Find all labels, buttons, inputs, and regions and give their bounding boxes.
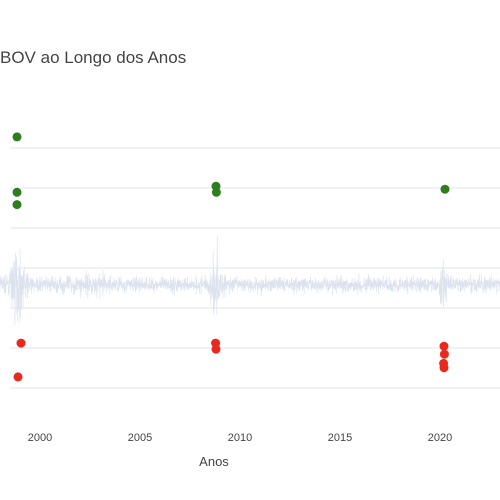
returns-line <box>0 235 500 326</box>
chart-title: BOV ao Longo dos Anos <box>0 48 187 67</box>
negative-outlier-point <box>13 372 23 382</box>
x-tick-label: 2000 <box>28 432 52 444</box>
positive-outlier-point <box>211 187 221 197</box>
x-tick-label: 2015 <box>328 432 352 444</box>
x-axis: 2000 2005 2010 2015 2020 <box>28 432 452 444</box>
negative-outlier-point <box>439 349 449 359</box>
x-tick-label: 2010 <box>228 432 252 444</box>
x-tick-label: 2020 <box>428 432 452 444</box>
negative-outlier-point <box>211 344 221 354</box>
x-tick-label: 2005 <box>128 432 152 444</box>
positive-outlier-point <box>440 184 450 194</box>
positive-outlier-point <box>12 200 22 210</box>
x-axis-label: Anos <box>199 454 229 469</box>
positive-outlier-point <box>12 132 22 142</box>
negative-outlier-point <box>439 363 449 373</box>
outlier-points <box>12 132 450 382</box>
negative-outlier-point <box>439 341 449 351</box>
grid-lines <box>10 147 500 389</box>
positive-outlier-point <box>12 187 22 197</box>
negative-outlier-point <box>16 338 26 348</box>
returns-series <box>0 235 500 326</box>
